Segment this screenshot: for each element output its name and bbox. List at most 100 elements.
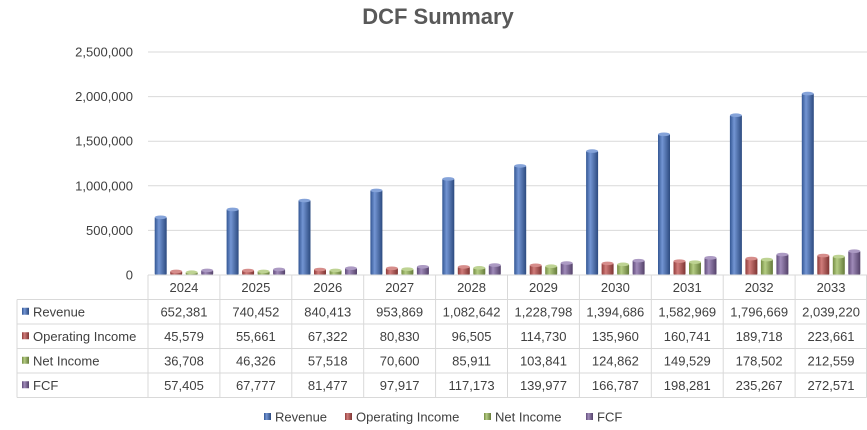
bar-top: [760, 257, 773, 262]
bar-net-income-2031: [689, 261, 701, 275]
table-cell: 80,830: [380, 329, 420, 344]
bar-operating-income-2030: [601, 262, 614, 275]
table-cell: 149,529: [664, 353, 711, 368]
bar-revenue-2027: [370, 189, 383, 275]
bar-operating-income-2028: [457, 266, 470, 275]
bar-top: [817, 253, 830, 258]
bar-top: [832, 254, 845, 259]
table-header-year: 2025: [241, 280, 270, 295]
bar-fcf-2031: [704, 257, 717, 275]
table-cell: 1,394,686: [586, 304, 644, 319]
table-series-label: Revenue: [33, 304, 85, 319]
bar-top: [776, 252, 789, 257]
chart-title: DCF Summary: [362, 4, 514, 29]
table-cell: 46,326: [236, 353, 276, 368]
bar-revenue-2032: [729, 114, 742, 275]
table-header-year: 2030: [601, 280, 630, 295]
table-cell: 36,708: [164, 353, 204, 368]
bar-top: [385, 266, 398, 271]
table-cell: 135,960: [592, 329, 639, 344]
table-series-swatch: [22, 356, 29, 364]
table-header-year: 2032: [745, 280, 774, 295]
bar-net-income-2033: [832, 256, 845, 275]
bar-fcf-2028: [488, 264, 501, 275]
bar-top: [185, 270, 198, 275]
table-cell: 740,452: [232, 304, 279, 319]
legend-swatch-fcf: [586, 413, 593, 420]
bar-top: [401, 267, 414, 272]
bar-top: [673, 259, 686, 263]
bar-top: [442, 177, 455, 181]
table-cell: 1,082,642: [443, 304, 501, 319]
table-header-year: 2024: [169, 280, 198, 295]
bar-top: [298, 198, 311, 203]
bar-top: [704, 256, 717, 260]
bar-top: [314, 267, 326, 272]
bar-revenue-2024: [154, 216, 167, 275]
bar-top: [329, 268, 342, 273]
table-cell: 55,661: [236, 329, 276, 344]
bar-top: [370, 188, 383, 193]
bar-top: [345, 266, 357, 271]
bar-fcf-2029: [560, 262, 573, 275]
bar-top: [201, 268, 214, 273]
table-series-label: Net Income: [33, 353, 99, 368]
table-series-swatch: [22, 332, 29, 340]
bar-top: [226, 207, 239, 212]
bar-top: [514, 164, 527, 168]
bar-top: [488, 263, 501, 267]
bar-top: [242, 268, 255, 273]
bar-top: [560, 261, 573, 265]
bar-fcf-2027: [416, 266, 429, 275]
legend-label-revenue: Revenue: [275, 410, 327, 425]
bar-top: [689, 260, 701, 264]
bar-top: [848, 249, 861, 253]
table-cell: 67,777: [236, 378, 276, 393]
bar-revenue-2033: [801, 93, 814, 275]
table-series-swatch: [22, 307, 29, 315]
bar-top: [601, 261, 614, 266]
bar-top: [170, 269, 183, 274]
table-cell: 235,267: [736, 378, 783, 393]
table-cell: 124,862: [592, 353, 639, 368]
bar-top: [154, 215, 167, 220]
table-series-label: FCF: [33, 378, 58, 393]
table-cell: 198,281: [664, 378, 711, 393]
bar-top: [529, 263, 542, 268]
bar-net-income-2032: [760, 259, 773, 275]
table-cell: 1,582,969: [658, 304, 716, 319]
table-cell: 103,841: [520, 353, 567, 368]
table-cell: 272,571: [808, 378, 855, 393]
table-cell: 160,741: [664, 329, 711, 344]
bar-operating-income-2032: [745, 258, 758, 275]
y-tick-label: 500,000: [86, 223, 133, 238]
table-header-year: 2031: [673, 280, 702, 295]
gridlines: [148, 51, 867, 276]
bar-operating-income-2031: [673, 260, 686, 275]
y-tick-label: 2,000,000: [75, 89, 133, 104]
bar-top: [545, 264, 558, 269]
bar-top: [257, 269, 270, 274]
bar-top: [617, 262, 630, 267]
bar-top: [729, 113, 742, 118]
table-cell: 45,579: [164, 329, 204, 344]
bar-top: [801, 91, 814, 96]
table-cell: 953,869: [376, 304, 423, 319]
y-tick-label: 2,500,000: [75, 45, 133, 60]
table-cell: 212,559: [808, 353, 855, 368]
y-tick-label: 0: [126, 268, 133, 283]
bar-top: [273, 267, 286, 272]
table-cell: 114,730: [520, 329, 566, 344]
table-cell: 85,911: [452, 353, 491, 368]
table-cell: 2,039,220: [802, 304, 860, 319]
bar-top: [632, 258, 645, 263]
bar-top: [416, 264, 429, 269]
legend: Revenue Operating Income Net Income FCF: [264, 410, 622, 425]
legend-swatch-revenue: [264, 413, 271, 420]
bar-top: [473, 266, 486, 270]
bar-fcf-2032: [776, 254, 789, 275]
bar-revenue-2031: [658, 133, 670, 275]
table-cell: 178,502: [736, 353, 783, 368]
table-series-label: Operating Income: [33, 329, 136, 344]
